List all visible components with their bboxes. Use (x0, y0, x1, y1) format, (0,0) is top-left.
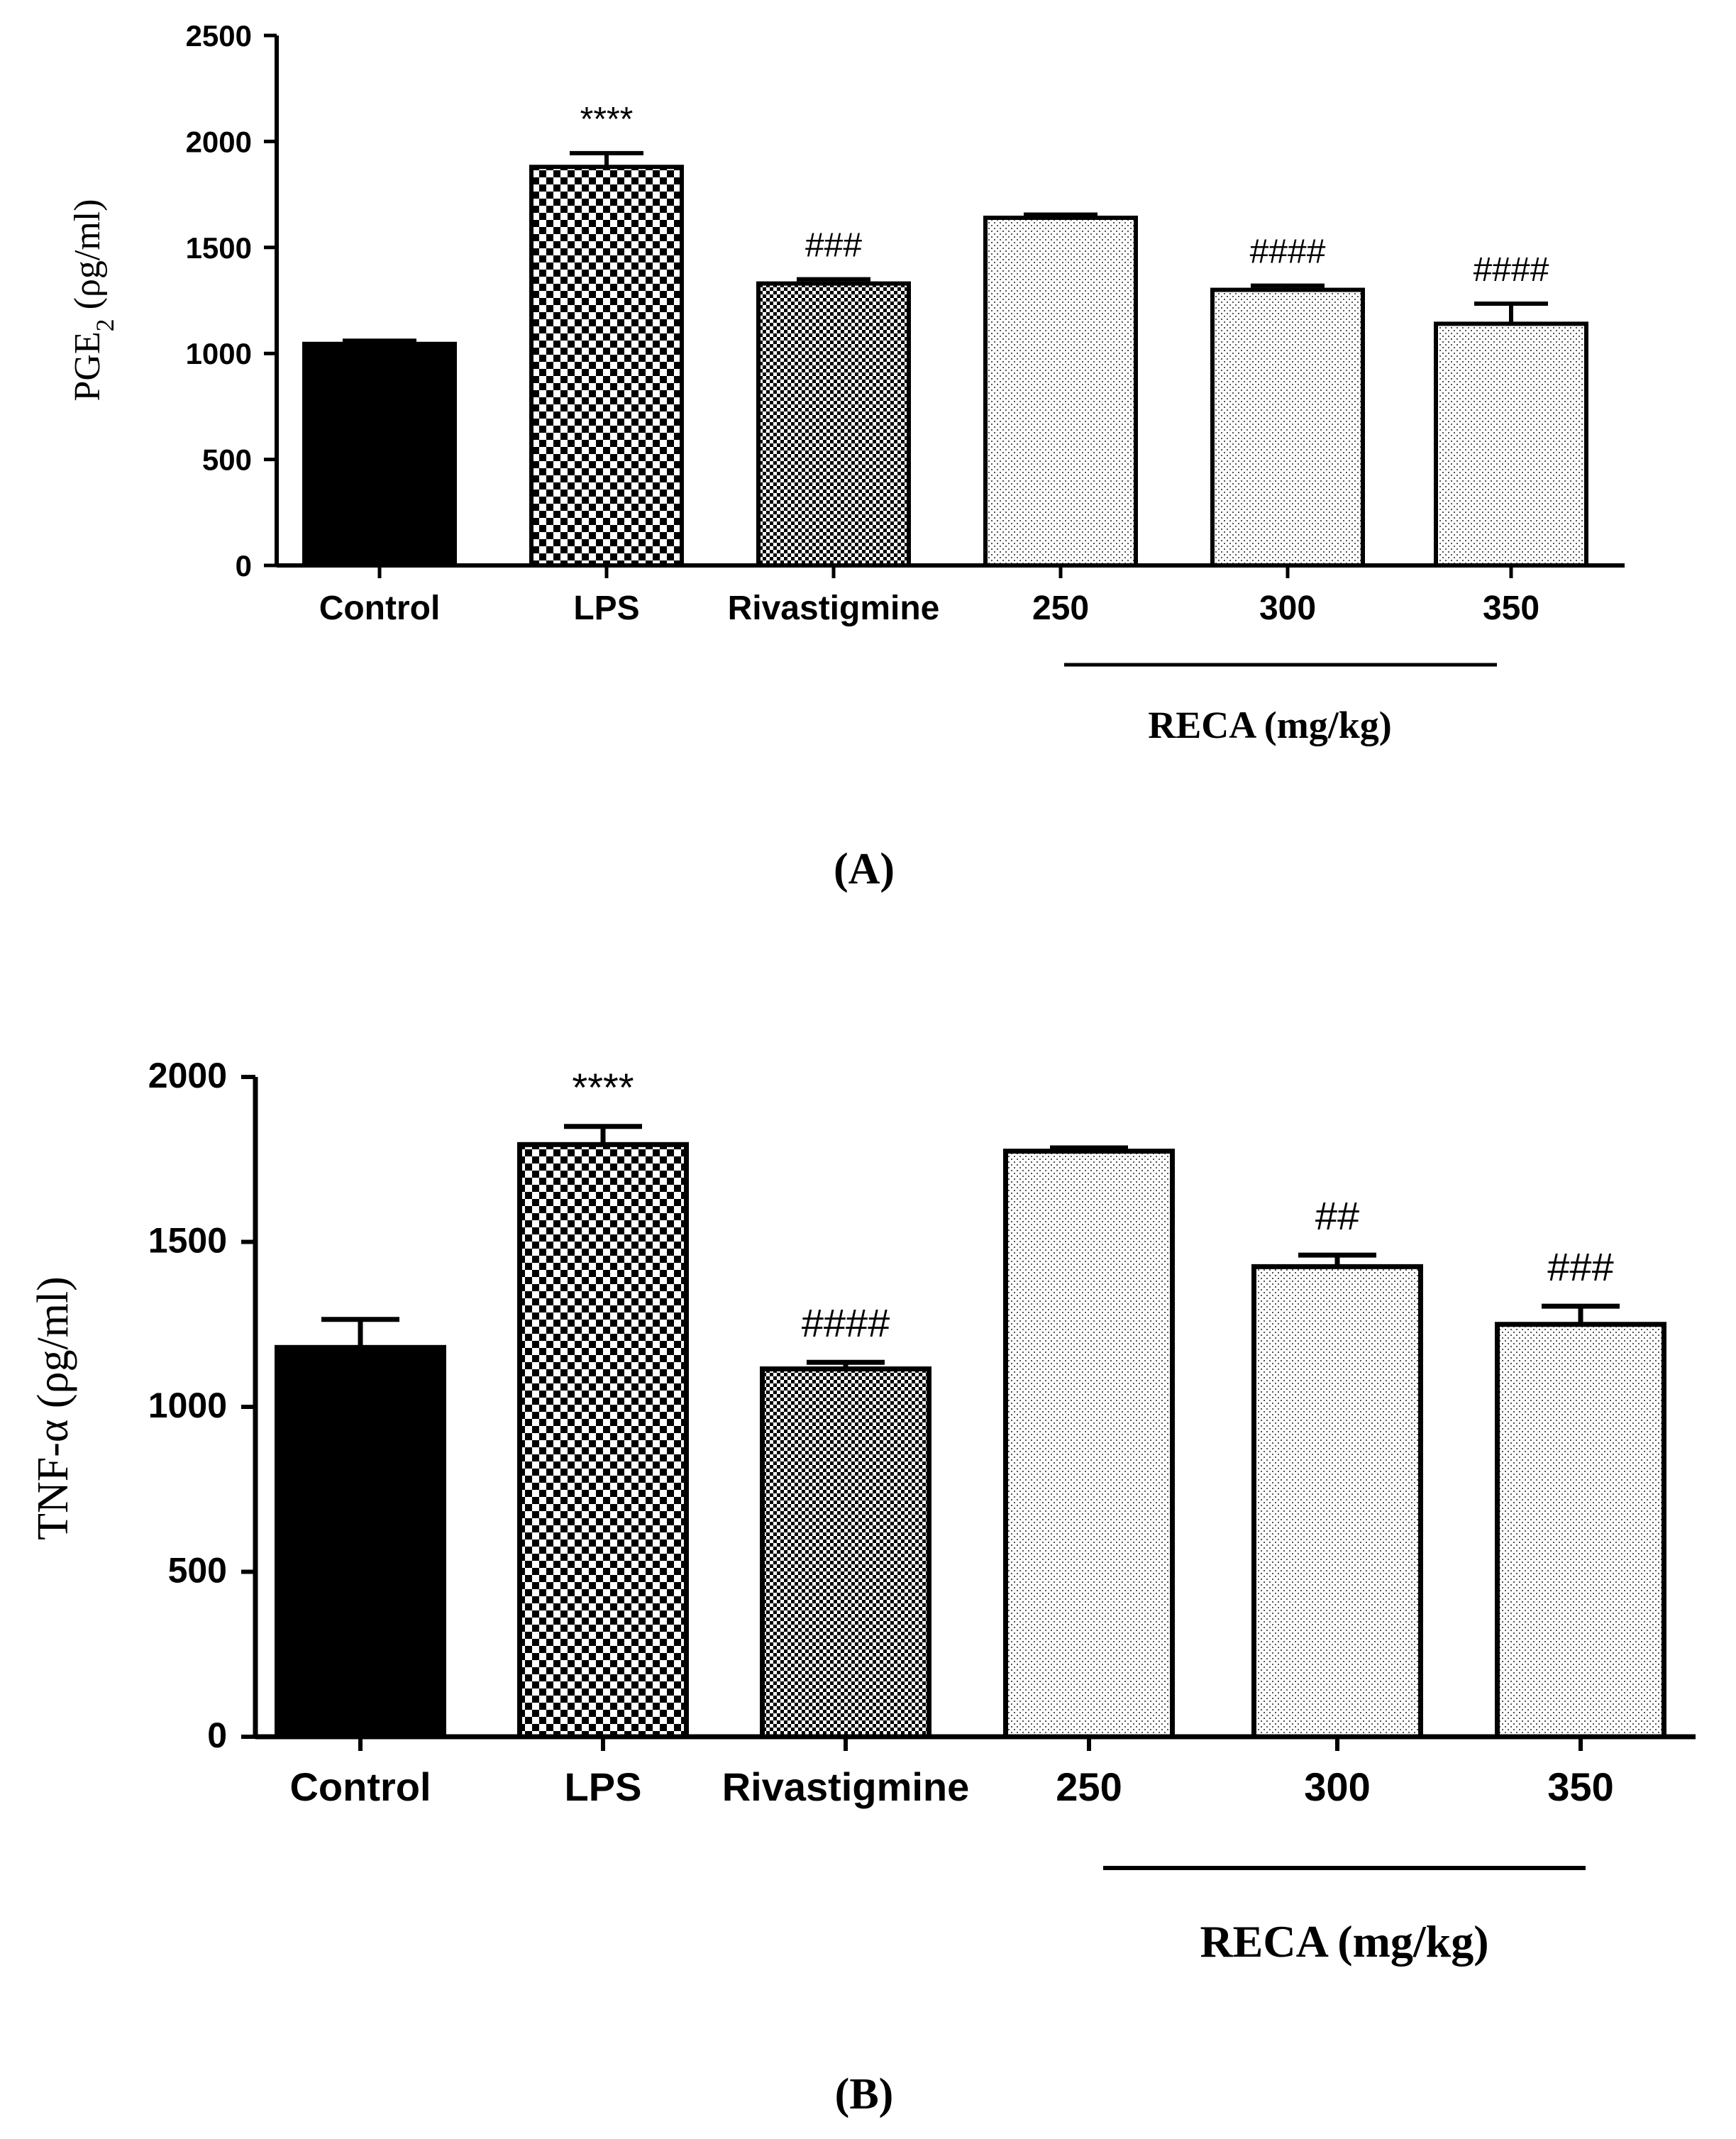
panel-label: (B) (835, 2070, 894, 2118)
significance-label: ## (1315, 1193, 1359, 1238)
y-tick-label: 1000 (148, 1386, 227, 1425)
bar-control (302, 341, 457, 568)
panel-label: (A) (834, 845, 895, 893)
significance-label: **** (572, 1065, 634, 1110)
y-tick-label: 2000 (186, 125, 252, 158)
y-tick-label: 500 (168, 1551, 227, 1591)
x-tick-label: 250 (1032, 590, 1089, 627)
x-tick-label: Rivastigmine (728, 590, 940, 627)
chart-panel-b: 0 500 1000 1500 2000 TNF-α (ρg/ml) Control LPS *… (29, 1056, 1696, 2118)
x-tick-label: LPS (573, 590, 639, 627)
y-tick-label: 0 (236, 549, 252, 582)
group-label: RECA (mg/kg) (1148, 704, 1392, 746)
bar-350 (1495, 1322, 1666, 1740)
x-tick-label: 300 (1259, 590, 1316, 627)
y-axis-label: TNF-α (ρg/ml) (29, 1276, 77, 1540)
x-tick-label: 350 (1547, 1764, 1613, 1809)
significance-label: #### (802, 1300, 890, 1345)
y-tick-label: 2500 (186, 19, 252, 52)
x-tick-label: 300 (1304, 1764, 1370, 1809)
bar-250 (983, 215, 1138, 568)
bar-rivastigmine (756, 281, 911, 568)
bar-control (275, 1344, 446, 1740)
significance-label: #### (1474, 251, 1549, 289)
x-tick-label: 250 (1056, 1764, 1122, 1809)
y-tick-label: 1500 (186, 231, 252, 265)
y-tick-label: 2000 (148, 1056, 227, 1095)
chart-panel-a: 0 500 1000 1500 2000 2500 PGE2 (ρg/ml) Control L… (67, 19, 1625, 893)
bar-250 (1003, 1149, 1175, 1740)
x-tick-label: Control (319, 590, 441, 627)
bar-300 (1251, 1264, 1423, 1740)
bar-lps (529, 165, 684, 568)
x-tick-label: 350 (1483, 590, 1539, 627)
group-label: RECA (mg/kg) (1200, 1916, 1488, 1967)
x-tick-label: Control (289, 1764, 431, 1809)
bar-350 (1434, 321, 1588, 568)
bar-lps (517, 1142, 689, 1740)
bar-rivastigmine (760, 1366, 931, 1740)
y-tick-label: 1500 (148, 1221, 227, 1261)
x-tick-label: Rivastigmine (722, 1764, 970, 1809)
y-tick-label: 0 (207, 1715, 227, 1755)
significance-label: #### (1250, 233, 1326, 271)
y-axis-label: PGE2 (ρg/ml) (67, 199, 119, 401)
y-tick-label: 500 (202, 443, 252, 477)
y-tick-label: 1000 (186, 337, 252, 370)
significance-label: ### (805, 227, 862, 265)
bar-300 (1210, 287, 1365, 568)
significance-label: ### (1547, 1244, 1613, 1289)
x-tick-label: LPS (565, 1764, 642, 1809)
significance-label: **** (580, 101, 634, 138)
